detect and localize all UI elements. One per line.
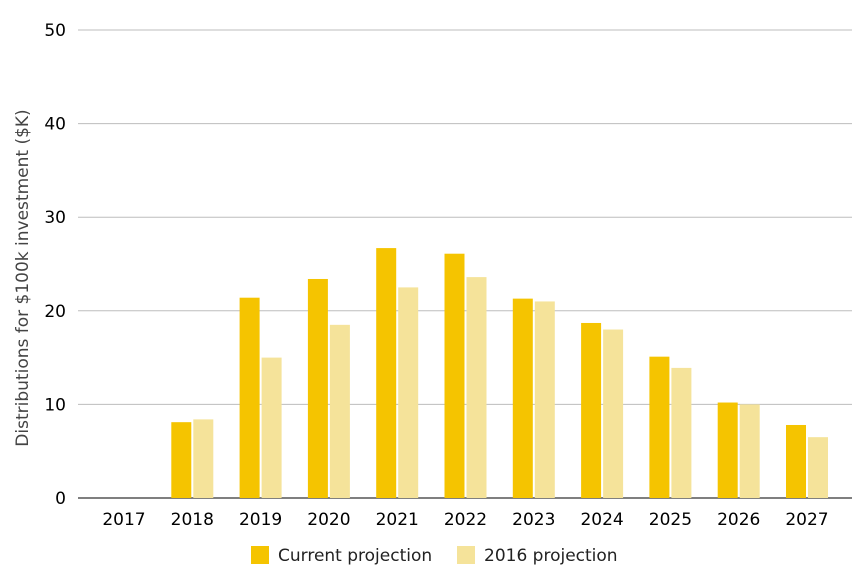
x-tick-label: 2025: [649, 510, 692, 530]
bar-2016-2019: [261, 357, 282, 498]
bar-current-2025: [649, 356, 670, 498]
y-tick-label: 40: [44, 115, 66, 135]
x-tick-label: 2019: [239, 510, 282, 530]
x-tick-label: 2024: [580, 510, 623, 530]
legend-swatch: [457, 546, 475, 564]
x-tick-label: 2017: [102, 510, 145, 530]
bar-current-2019: [239, 297, 260, 498]
bar-current-2024: [581, 322, 602, 498]
legend-label: 2016 projection: [484, 546, 618, 566]
legend-swatch: [251, 546, 269, 564]
bar-current-2018: [171, 422, 192, 498]
bar-current-2020: [307, 278, 328, 498]
y-tick-label: 30: [44, 208, 66, 228]
bar-2016-2024: [603, 329, 624, 498]
bar-2016-2022: [466, 277, 487, 498]
x-tick-label: 2021: [376, 510, 419, 530]
bar-2016-2023: [534, 301, 555, 498]
bar-current-2022: [444, 253, 465, 498]
bar-2016-2020: [329, 324, 350, 498]
bars: [171, 248, 828, 498]
bar-2016-2026: [739, 404, 760, 498]
bar-current-2021: [376, 248, 397, 498]
y-tick-label: 20: [44, 302, 66, 322]
legend-label: Current projection: [278, 546, 432, 566]
x-tick-label: 2020: [307, 510, 350, 530]
y-tick-label: 50: [44, 21, 66, 41]
y-tick-label: 10: [44, 395, 66, 415]
x-axis-ticks: 2017 2018 2019 2020 2021 2022 2023 2024 2025 2026…: [102, 510, 828, 530]
y-axis-ticks: 0 10 20 30 40 50: [44, 21, 66, 509]
bar-2016-2018: [193, 419, 214, 498]
x-tick-label: 2018: [171, 510, 214, 530]
x-tick-label: 2022: [444, 510, 487, 530]
y-axis-label: Distributions for $100k investment ($K): [13, 109, 33, 446]
bar-2016-2025: [671, 367, 692, 498]
x-tick-label: 2023: [512, 510, 555, 530]
x-tick-label: 2027: [785, 510, 828, 530]
bar-2016-2027: [808, 437, 828, 498]
bar-current-2026: [717, 402, 738, 498]
bar-current-2027: [786, 424, 806, 498]
x-tick-label: 2026: [717, 510, 760, 530]
bar-2016-2021: [398, 287, 419, 498]
bar-current-2023: [512, 298, 533, 498]
legend: Current projection 2016 projection: [251, 546, 618, 566]
y-tick-label: 0: [55, 489, 66, 509]
